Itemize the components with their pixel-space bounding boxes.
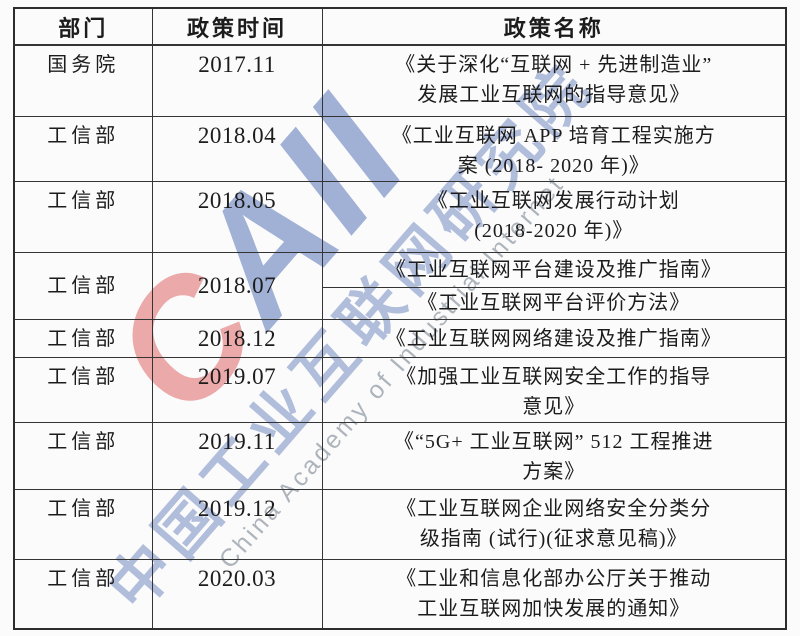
col-header-department: 部门 xyxy=(13,7,153,46)
table-row: 工信部 2018.05 《工业互联网发展行动计划 (2018-2020 年)》 xyxy=(13,180,787,253)
policy-time-cell: 2017.11 xyxy=(151,44,323,117)
table-header-row: 部门 政策时间 政策名称 xyxy=(13,7,787,46)
policy-name-cell: 《工业互联网发展行动计划 (2018-2020 年)》 xyxy=(321,180,787,253)
department-cell: 工信部 xyxy=(13,115,153,182)
policy-time-cell: 2018.07 xyxy=(151,251,323,320)
policy-name-cell: 《工业互联网网络建设及推广指南》 xyxy=(321,318,787,358)
department-cell: 工信部 xyxy=(13,251,153,320)
policy-time-cell: 2019.11 xyxy=(151,421,323,490)
col-header-policy-name: 政策名称 xyxy=(321,7,787,46)
department-cell: 工信部 xyxy=(13,558,153,630)
policy-time-cell: 2019.12 xyxy=(151,488,323,560)
department-cell: 工信部 xyxy=(13,318,153,358)
department-cell: 工信部 xyxy=(13,180,153,253)
policy-time-cell: 2018.04 xyxy=(151,115,323,182)
policy-table: 部门 政策时间 政策名称 国务院 2017.11 《关于深化“互联网 + 先进制… xyxy=(13,7,787,630)
policy-time-cell: 2020.03 xyxy=(151,558,323,630)
policy-name-cell: 《工业互联网平台评价方法》 xyxy=(321,286,787,320)
policy-name-cell: 《工业和信息化部办公厅关于推动 工业互联网加快发展的通知》 xyxy=(321,558,787,630)
table-row: 工信部 2019.07 《加强工业互联网安全工作的指导 意见》 xyxy=(13,356,787,423)
table-row: 工信部 2018.04 《工业互联网 APP 培育工程实施方 案 (2018- … xyxy=(13,115,787,182)
policy-name-cell: 《工业互联网平台建设及推广指南》 xyxy=(321,251,787,288)
policy-time-cell: 2018.12 xyxy=(151,318,323,358)
table-row: 工信部 2018.07 《工业互联网平台建设及推广指南》 xyxy=(13,251,787,320)
col-header-policy-time: 政策时间 xyxy=(151,7,323,46)
policy-time-cell: 2019.07 xyxy=(151,356,323,423)
department-cell: 工信部 xyxy=(13,488,153,560)
policy-name-cell: 《工业互联网 APP 培育工程实施方 案 (2018- 2020 年)》 xyxy=(321,115,787,182)
department-cell: 工信部 xyxy=(13,421,153,490)
table-subrow: 《工业互联网平台评价方法》 xyxy=(14,286,787,320)
policy-name-cell: 《加强工业互联网安全工作的指导 意见》 xyxy=(321,356,787,423)
table-row: 工信部 2018.12 《工业互联网网络建设及推广指南》 xyxy=(13,318,787,358)
table-row: 工信部 2020.03 《工业和信息化部办公厅关于推动 工业互联网加快发展的通知… xyxy=(13,558,787,630)
policy-name-cell: 《工业互联网企业网络安全分类分 级指南 (试行)(征求意见稿)》 xyxy=(321,488,787,560)
policy-time-cell: 2018.05 xyxy=(151,180,323,253)
table-row: 国务院 2017.11 《关于深化“互联网 + 先进制造业” 发展工业互联网的指… xyxy=(13,44,787,117)
table-row: 工信部 2019.11 《“5G+ 工业互联网” 512 工程推进 方案》 xyxy=(13,421,787,490)
policy-name-cell: 《关于深化“互联网 + 先进制造业” 发展工业互联网的指导意见》 xyxy=(321,44,787,117)
table-row: 工信部 2019.12 《工业互联网企业网络安全分类分 级指南 (试行)(征求意… xyxy=(13,488,787,560)
policy-name-cell: 《“5G+ 工业互联网” 512 工程推进 方案》 xyxy=(321,421,787,490)
department-cell: 国务院 xyxy=(13,44,153,117)
department-cell: 工信部 xyxy=(13,356,153,423)
